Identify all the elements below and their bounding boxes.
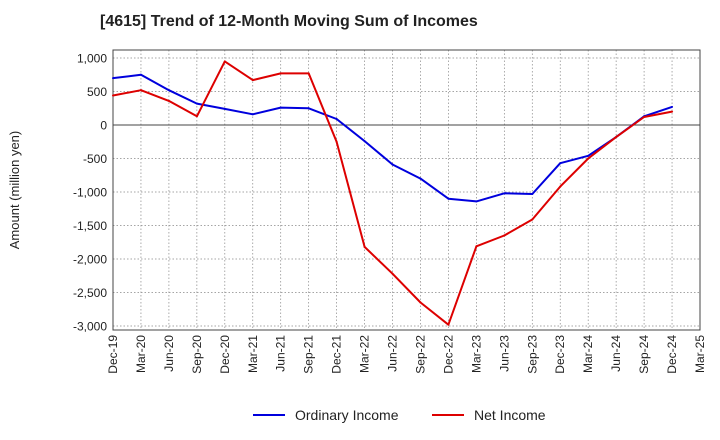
series [112,60,674,326]
x-tick-label: Dec-23 [553,335,567,374]
data-point [643,115,646,118]
data-point [335,117,338,120]
x-tick-label: Jun-23 [497,335,511,372]
data-point [195,115,198,118]
x-tick-label: Mar-24 [581,335,595,373]
data-point [671,105,674,108]
data-point [251,113,254,116]
legend: Ordinary Income Net Income [253,407,546,423]
y-tick-label: 1,000 [77,52,107,66]
data-point [615,136,618,139]
data-point [531,218,534,221]
data-point [112,94,114,97]
x-tick-label: Sep-21 [302,335,316,374]
x-tick-label: Sep-24 [637,335,651,374]
y-axis-label: Amount (million yen) [7,131,22,250]
x-tick-label: Mar-23 [469,335,483,373]
x-tick-label: Jun-21 [274,335,288,372]
data-point [139,89,142,92]
data-point [475,200,478,203]
data-point [195,102,198,105]
x-tick-label: Dec-24 [665,335,679,374]
data-point [587,154,590,157]
y-tick-label: -1,500 [73,219,107,233]
data-point [279,106,282,109]
data-point [112,77,114,80]
x-tick-label: Mar-22 [358,335,372,373]
x-tick-label: Sep-22 [413,335,427,374]
y-tick-label: 500 [87,85,107,99]
data-point [251,79,254,82]
data-point [307,72,310,75]
x-tick-label: Mar-21 [246,335,260,373]
data-point [587,157,590,160]
data-point [475,245,478,248]
data-point [419,301,422,304]
x-tick-label: Sep-20 [190,335,204,374]
plot-frame [112,49,701,331]
x-tick-label: Dec-22 [441,335,455,374]
data-point [391,163,394,166]
data-point [307,107,310,110]
data-point [167,89,170,92]
x-tick-label: Dec-19 [106,335,120,374]
x-tick-label: Dec-20 [218,335,232,374]
chart-title: [4615] Trend of 12-Month Moving Sum of I… [100,13,478,30]
x-tick-label: Jun-20 [162,335,176,372]
y-tick-label: -2,500 [73,286,107,300]
data-point [363,140,366,143]
data-point [223,60,226,63]
legend-label: Net Income [474,407,546,423]
x-tick-label: Mar-25 [693,335,707,373]
legend-label: Ordinary Income [295,407,399,423]
axes: 1,000 500 0 -500 -1,000 -1,500 -2,000 -2,500 -3,… [7,49,707,374]
data-point [531,193,534,196]
data-point [335,140,338,143]
y-tick-label: -1,000 [73,186,107,200]
x-tick-label: Dec-21 [330,335,344,374]
data-point [503,234,506,237]
data-point [419,177,422,180]
data-point [503,192,506,195]
data-point [559,162,562,165]
y-tick-label: -500 [83,152,107,166]
x-tick-label: Jun-24 [609,335,623,372]
data-point [139,73,142,76]
data-point [559,185,562,188]
x-tick-label: Jun-22 [386,335,400,372]
y-tick-label: 0 [100,119,107,133]
x-tick-label: Mar-20 [134,335,148,373]
data-point [279,72,282,75]
data-point [391,272,394,275]
y-tick-label: -3,000 [73,320,107,334]
data-point [671,110,674,113]
data-point [447,197,450,200]
y-tick-label: -2,000 [73,253,107,267]
data-point [167,99,170,102]
data-point [223,107,226,110]
grid [112,50,701,330]
x-tick-label: Sep-23 [525,335,539,374]
data-point [363,245,366,248]
data-point [447,323,450,326]
